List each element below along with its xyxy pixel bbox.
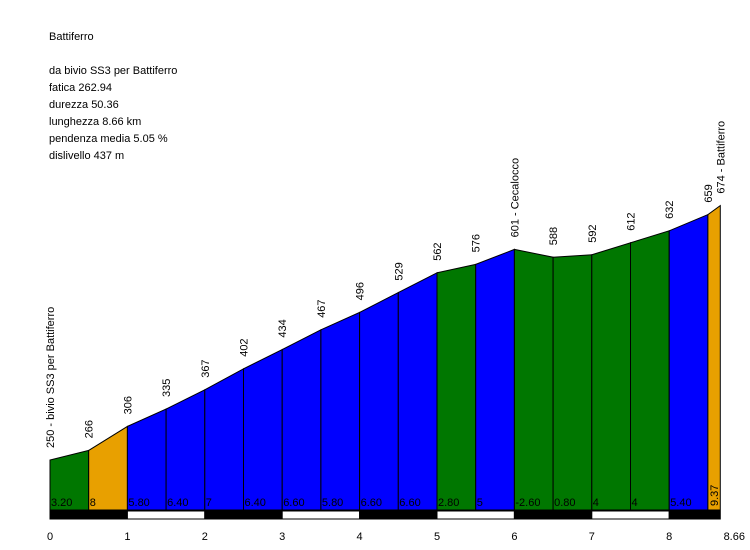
grade-label: 5.80 bbox=[322, 497, 343, 509]
km-bar-segment bbox=[436, 510, 515, 520]
profile-segment bbox=[513, 248, 554, 511]
altitude-label: 250 - bivio SS3 per Battiferro bbox=[45, 307, 57, 448]
altitude-label: 601 - Cecalocco bbox=[509, 158, 521, 238]
altitude-label: 529 bbox=[393, 262, 405, 280]
profile-segment bbox=[397, 271, 438, 511]
route-info: Battiferro da bivio SS3 per Battiferro f… bbox=[49, 29, 177, 165]
km-bar-segment bbox=[204, 510, 283, 520]
route-durezza: durezza 50.36 bbox=[49, 99, 119, 111]
x-tick-label: 2 bbox=[202, 531, 208, 543]
altitude-label: 576 bbox=[471, 234, 483, 252]
x-tick-label: 1 bbox=[124, 531, 130, 543]
profile-segment bbox=[320, 311, 361, 511]
x-tick-label: 5 bbox=[434, 531, 440, 543]
grade-label: 7 bbox=[206, 497, 212, 509]
grade-label: 5 bbox=[477, 497, 483, 509]
altitude-label: 467 bbox=[316, 299, 328, 317]
route-title: Battiferro bbox=[49, 31, 94, 43]
profile-segment bbox=[668, 213, 709, 511]
km-bar-segment bbox=[126, 510, 206, 520]
grade-label: 6.60 bbox=[283, 497, 304, 509]
profile-segment bbox=[707, 204, 721, 511]
altitude-label: 674 - Battiferro bbox=[715, 121, 727, 194]
route-fatica: fatica 262.94 bbox=[49, 82, 112, 94]
profile-segment bbox=[243, 348, 283, 511]
profile-segment bbox=[591, 242, 631, 511]
profile-segment bbox=[359, 291, 399, 511]
profile-segment bbox=[126, 408, 167, 511]
x-tick-label: 0 bbox=[47, 531, 53, 543]
km-bar-segment bbox=[668, 510, 721, 520]
x-tick-label: 4 bbox=[357, 531, 363, 543]
altitude-label: 367 bbox=[200, 359, 212, 377]
grade-label: 3.20 bbox=[51, 497, 72, 509]
route-lunghezza: lunghezza 8.66 km bbox=[49, 116, 142, 128]
grade-label: 6.60 bbox=[361, 497, 382, 509]
x-tick-label: 8.66 bbox=[724, 531, 745, 543]
altitude-label: 266 bbox=[84, 420, 96, 438]
altitude-label: 632 bbox=[664, 200, 676, 218]
altitude-label: 306 bbox=[122, 396, 134, 414]
km-bar-segment bbox=[281, 510, 361, 520]
x-tick-label: 3 bbox=[279, 531, 285, 543]
grade-label: 5.40 bbox=[670, 497, 691, 509]
route-dislivello: dislivello 437 m bbox=[49, 150, 125, 162]
route-pendenza: pendenza media 5.05 % bbox=[49, 133, 168, 145]
x-tick-label: 7 bbox=[589, 531, 595, 543]
km-bar-segment bbox=[49, 510, 128, 520]
altitude-label: 335 bbox=[161, 379, 173, 397]
altitude-label: 588 bbox=[548, 227, 560, 245]
grade-label: 6.40 bbox=[245, 497, 266, 509]
profile-segment bbox=[475, 248, 515, 511]
grade-label: 5.80 bbox=[128, 497, 149, 509]
grade-label: -2.60 bbox=[515, 497, 540, 509]
altitude-label: 402 bbox=[239, 338, 251, 356]
x-tick-label: 8 bbox=[666, 531, 672, 543]
grade-label: 4 bbox=[632, 497, 638, 509]
route-start: da bivio SS3 per Battiferro bbox=[49, 65, 178, 77]
km-bar-segment bbox=[513, 510, 593, 520]
grade-label: 9.37 bbox=[709, 485, 721, 506]
x-tick-label: 6 bbox=[511, 531, 517, 543]
grade-label: 6.40 bbox=[167, 497, 188, 509]
grade-label: 2.80 bbox=[438, 497, 459, 509]
profile-segment bbox=[281, 328, 322, 511]
grade-label: 4 bbox=[593, 497, 599, 509]
altitude-label: 592 bbox=[587, 224, 599, 242]
grade-label: 8 bbox=[90, 497, 96, 509]
altitude-label: 562 bbox=[432, 242, 444, 260]
profile-segment bbox=[165, 388, 206, 511]
altitude-label: 612 bbox=[626, 212, 638, 230]
grade-label: 0.80 bbox=[554, 497, 575, 509]
profile-segment bbox=[552, 254, 593, 511]
altitude-label: 496 bbox=[355, 282, 367, 300]
altitude-label: 434 bbox=[277, 319, 289, 337]
profile-segment bbox=[204, 367, 244, 511]
profile-segment bbox=[630, 230, 670, 511]
grade-label: 6.60 bbox=[399, 497, 420, 509]
km-bar-segment bbox=[359, 510, 438, 520]
altitude-label: 659 bbox=[703, 184, 715, 202]
km-bar-segment bbox=[591, 510, 670, 520]
profile-segment bbox=[436, 263, 477, 511]
